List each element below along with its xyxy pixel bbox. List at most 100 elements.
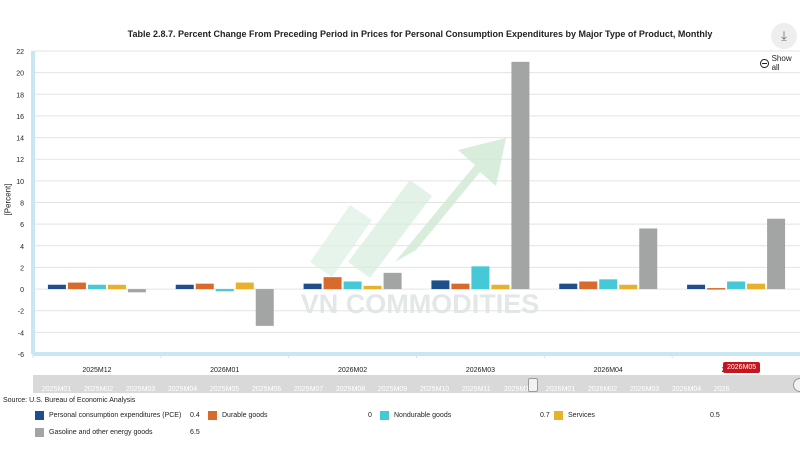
navigator-scroll-button[interactable]: [793, 378, 800, 392]
download-icon: ⤓: [781, 28, 787, 43]
bar: [727, 281, 746, 290]
legend-swatch: [35, 428, 44, 437]
bar: [87, 284, 106, 290]
navigator-label: 2025M03: [126, 386, 156, 393]
watermark-arrow: [395, 138, 506, 262]
legend-item-gasoline[interactable]: Gasoline and other energy goods: [35, 428, 153, 437]
navigator-label: 2025M01: [42, 386, 72, 393]
bar: [343, 281, 362, 290]
legend-label: Durable goods: [222, 412, 268, 419]
show-all-button[interactable]: Show all: [760, 54, 800, 72]
navigator-label: 2025M04: [168, 386, 198, 393]
navigator-label: 2026M01: [546, 386, 576, 393]
x-tick-label: 2026M03: [466, 367, 495, 374]
navigator-label: 2026M02: [588, 386, 618, 393]
navigator-label: 2025M06: [252, 386, 282, 393]
bar: [511, 61, 530, 290]
navigator-label: 2025M02: [84, 386, 114, 393]
legend-label: Gasoline and other energy goods: [49, 429, 153, 436]
bar: [559, 283, 578, 290]
y-tick-label: 4: [20, 244, 24, 251]
y-tick-label: 20: [16, 71, 24, 78]
bar: [47, 284, 66, 290]
legend-item-pce[interactable]: Personal consumption expenditures (PCE): [35, 411, 181, 420]
legend-item-durable[interactable]: Durable goods: [208, 411, 268, 420]
y-tick-label: 10: [16, 179, 24, 186]
navigator-label: 2025M12: [504, 386, 534, 393]
bar: [67, 282, 86, 290]
legend-value-nondurable: 0.7: [540, 412, 550, 419]
y-tick-label: -4: [18, 330, 24, 337]
highlighted-period-badge: 2026M05: [723, 362, 761, 373]
bar: [195, 283, 214, 290]
y-tick-label: 12: [16, 157, 24, 164]
legend-label: Personal consumption expenditures (PCE): [49, 412, 182, 419]
bar: [747, 283, 766, 290]
legend-item-services[interactable]: Services: [554, 411, 595, 420]
bar: [639, 228, 658, 290]
bar: [215, 289, 234, 292]
y-tick-label: 22: [16, 49, 24, 56]
legend-label: Services: [568, 412, 595, 419]
x-tick-label: 2026M01: [210, 367, 239, 374]
bar: [363, 285, 382, 290]
bar: [619, 284, 638, 290]
y-tick-label: 6: [20, 222, 24, 229]
y-tick-label: 2: [20, 265, 24, 272]
navigator-label: 2025M09: [378, 386, 408, 393]
y-tick-label: -2: [18, 309, 24, 316]
bar: [767, 218, 786, 290]
watermark-shape: [348, 180, 432, 278]
y-tick-label: 0: [20, 287, 24, 294]
bar: [491, 284, 510, 290]
watermark-shape: [310, 205, 372, 277]
bar: [599, 279, 618, 290]
legend-item-nondurable[interactable]: Nondurable goods: [380, 411, 451, 420]
navigator-label: 2025M08: [336, 386, 366, 393]
bar: [383, 272, 402, 290]
bar: [175, 284, 194, 290]
bar: [107, 284, 126, 290]
bar: [471, 266, 490, 290]
legend-swatch: [208, 411, 217, 420]
show-all-label: Show all: [771, 54, 792, 72]
navigator-label: 2026M04: [672, 386, 702, 393]
legend-value-pce: 0.4: [190, 412, 200, 419]
chart-title: Table 2.8.7. Percent Change From Precedi…: [127, 29, 713, 39]
y-tick-label: 14: [16, 136, 24, 143]
y-tick-label: 16: [16, 114, 24, 121]
bar: [431, 280, 450, 290]
navigator-label: 2025M05: [210, 386, 240, 393]
bar: [303, 283, 322, 290]
x-tick-label: 2026M02: [338, 367, 367, 374]
legend-swatch: [380, 411, 389, 420]
legend-value-durable: 0: [368, 412, 372, 419]
bar: [707, 288, 726, 290]
chart-canvas: -6 -4 -2 0 2 4 6 8 10 12 14 16 18 20 22 VN COMMODITIES 2…: [16, 49, 800, 374]
range-navigator[interactable]: [33, 375, 800, 393]
bar: [235, 282, 254, 290]
navigator-label: 2025M07: [294, 386, 324, 393]
navigator-label: 2025M11: [462, 386, 491, 393]
legend-value-services: 0.5: [710, 412, 720, 419]
legend-label: Nondurable goods: [394, 412, 452, 419]
bar: [687, 284, 706, 290]
bar: [451, 283, 470, 290]
bar: [255, 289, 274, 326]
x-tick-label: 2025M12: [82, 367, 111, 374]
y-tick-label: 8: [20, 201, 24, 208]
legend-swatch: [35, 411, 44, 420]
bar: [127, 289, 146, 293]
download-button[interactable]: ⤓: [771, 23, 797, 49]
legend-swatch: [554, 411, 563, 420]
bar: [579, 281, 598, 290]
x-tick-label: 2026M04: [594, 367, 623, 374]
y-tick-label: 18: [16, 92, 24, 99]
y-tick-label: -6: [18, 352, 24, 359]
bar: [323, 277, 342, 290]
navigator-label: 2025M10: [420, 386, 450, 393]
watermark-logo-text: VN COMMODITIES: [301, 289, 540, 319]
source-note: Source: U.S. Bureau of Economic Analysis: [3, 397, 136, 404]
navigator-handle[interactable]: [528, 378, 538, 392]
navigator-label: 2026: [714, 386, 730, 393]
